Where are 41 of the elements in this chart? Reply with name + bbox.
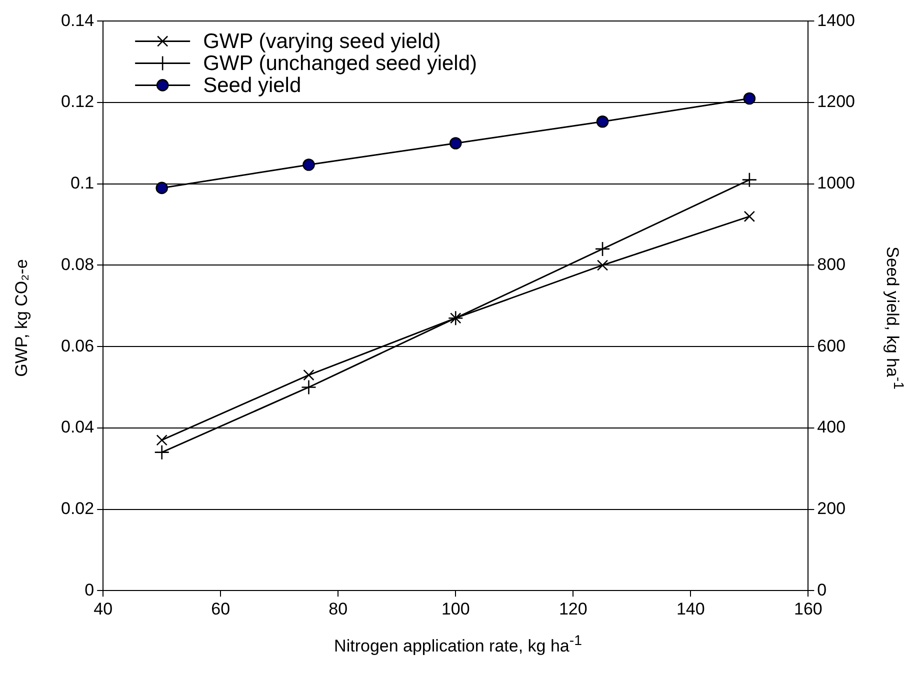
point <box>156 434 168 446</box>
y-tick-label: 0.12 <box>60 92 94 112</box>
y2-tick-label: 1000 <box>817 174 856 193</box>
point <box>154 444 170 460</box>
y-tick-label: 0.08 <box>60 254 94 274</box>
y-tick-label: 0.06 <box>60 336 94 356</box>
point <box>302 158 315 171</box>
point <box>303 369 314 381</box>
legend-label: GWP (unchanged seed yield) <box>203 52 478 75</box>
x-tick-label: 40 <box>94 599 113 618</box>
y-tick-label: 0 <box>84 580 94 600</box>
point <box>594 241 610 257</box>
y-tick-label: 0.1 <box>70 174 94 193</box>
y-tick-label: 0.04 <box>60 418 94 437</box>
point <box>156 182 168 194</box>
point <box>744 210 756 222</box>
point <box>596 116 609 128</box>
y-tick-label: 0.14 <box>60 10 94 30</box>
y2-tick-label: 800 <box>817 254 846 274</box>
point <box>449 137 462 150</box>
y-tick-label: 0.02 <box>60 498 94 518</box>
y-axis-title: GWP, kg CO₂-e <box>12 259 32 377</box>
y2-tick-label: 200 <box>817 498 846 518</box>
x-tick-label: 100 <box>441 599 470 618</box>
x-tick-label: 60 <box>211 599 230 618</box>
point <box>596 260 608 271</box>
y2-tick-label: 600 <box>817 336 846 356</box>
legend-label: Seed yield <box>203 74 302 97</box>
point <box>742 172 758 188</box>
x-tick-label: 120 <box>558 599 588 618</box>
legend-label: GWP (varying seed yield) <box>203 30 441 53</box>
point <box>301 380 316 395</box>
x-axis-title: Nitrogen application rate, kg ha$^{-1}$ <box>333 633 583 657</box>
x-tick-label: 80 <box>328 599 348 618</box>
x-tick-label: 140 <box>676 599 705 618</box>
x-tick-label: 160 <box>794 599 822 618</box>
y2-tick-label: 400 <box>817 418 846 437</box>
point <box>743 92 756 105</box>
y2-tick-label: 0 <box>817 580 827 600</box>
y2-tick-label: 1400 <box>817 10 856 30</box>
y2-tick-label: 1200 <box>817 92 856 112</box>
